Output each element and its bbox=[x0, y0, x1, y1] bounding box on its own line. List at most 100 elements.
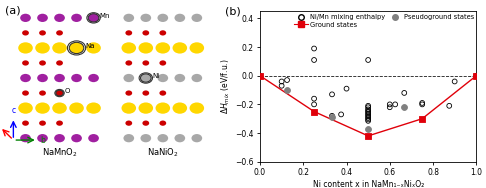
Circle shape bbox=[140, 14, 151, 22]
Circle shape bbox=[125, 121, 132, 126]
Point bbox=[364, 114, 372, 117]
Point bbox=[278, 80, 286, 83]
Point bbox=[364, 109, 372, 112]
Circle shape bbox=[157, 134, 168, 142]
Circle shape bbox=[190, 102, 204, 114]
Circle shape bbox=[71, 14, 82, 22]
Point bbox=[364, 112, 372, 115]
Point bbox=[364, 119, 372, 122]
Point bbox=[445, 104, 453, 107]
Circle shape bbox=[157, 74, 168, 82]
Circle shape bbox=[125, 30, 132, 36]
Circle shape bbox=[37, 14, 48, 22]
Circle shape bbox=[159, 121, 166, 126]
Circle shape bbox=[18, 42, 33, 54]
Point bbox=[310, 47, 318, 50]
Circle shape bbox=[142, 90, 149, 96]
Point bbox=[386, 103, 394, 106]
Point bbox=[328, 116, 336, 119]
Circle shape bbox=[18, 102, 33, 114]
Point bbox=[364, 111, 372, 114]
Point bbox=[256, 74, 264, 77]
Circle shape bbox=[56, 30, 63, 36]
Circle shape bbox=[69, 42, 84, 54]
Text: c: c bbox=[11, 106, 16, 115]
Point bbox=[278, 84, 286, 87]
Point bbox=[472, 74, 480, 77]
Circle shape bbox=[20, 134, 31, 142]
Point bbox=[364, 115, 372, 118]
Point bbox=[364, 106, 372, 109]
Point bbox=[364, 117, 372, 120]
Circle shape bbox=[191, 14, 202, 22]
Circle shape bbox=[174, 74, 185, 82]
Point bbox=[328, 93, 336, 96]
Circle shape bbox=[159, 90, 166, 96]
Circle shape bbox=[39, 90, 46, 96]
Circle shape bbox=[139, 102, 153, 114]
Circle shape bbox=[54, 134, 65, 142]
Circle shape bbox=[156, 42, 170, 54]
Circle shape bbox=[22, 121, 29, 126]
Circle shape bbox=[125, 60, 132, 66]
Circle shape bbox=[35, 102, 50, 114]
Circle shape bbox=[71, 134, 82, 142]
Circle shape bbox=[123, 134, 134, 142]
Circle shape bbox=[174, 134, 185, 142]
Circle shape bbox=[191, 74, 202, 82]
Point bbox=[400, 106, 408, 109]
Point bbox=[451, 80, 458, 83]
Circle shape bbox=[159, 30, 166, 36]
Circle shape bbox=[54, 74, 65, 82]
Circle shape bbox=[39, 60, 46, 66]
Circle shape bbox=[52, 42, 67, 54]
Point bbox=[364, 58, 372, 61]
X-axis label: Ni content x in NaMn₁₋ₓNiₓO₂: Ni content x in NaMn₁₋ₓNiₓO₂ bbox=[312, 180, 424, 188]
Circle shape bbox=[35, 42, 50, 54]
Point bbox=[386, 106, 394, 109]
Circle shape bbox=[56, 121, 63, 126]
Circle shape bbox=[54, 14, 65, 22]
Circle shape bbox=[56, 60, 63, 66]
Circle shape bbox=[88, 74, 99, 82]
Text: Mn: Mn bbox=[100, 13, 110, 19]
Circle shape bbox=[174, 14, 185, 22]
Circle shape bbox=[37, 74, 48, 82]
Point bbox=[310, 103, 318, 106]
Point bbox=[418, 117, 426, 120]
Circle shape bbox=[52, 102, 67, 114]
Circle shape bbox=[123, 14, 134, 22]
Circle shape bbox=[139, 42, 153, 54]
Point bbox=[310, 97, 318, 100]
Circle shape bbox=[87, 42, 101, 54]
Point bbox=[472, 74, 480, 77]
Circle shape bbox=[39, 121, 46, 126]
Circle shape bbox=[190, 42, 204, 54]
Circle shape bbox=[39, 30, 46, 36]
Circle shape bbox=[69, 102, 84, 114]
Text: (b): (b) bbox=[226, 7, 241, 17]
Point bbox=[364, 108, 372, 111]
Circle shape bbox=[88, 14, 99, 22]
Point bbox=[364, 104, 372, 107]
Text: O: O bbox=[64, 88, 70, 94]
Circle shape bbox=[88, 134, 99, 142]
Text: b: b bbox=[40, 136, 45, 145]
Circle shape bbox=[88, 14, 99, 22]
Circle shape bbox=[22, 90, 29, 96]
Circle shape bbox=[122, 42, 136, 54]
Point bbox=[283, 89, 291, 92]
Circle shape bbox=[87, 102, 101, 114]
Point bbox=[310, 110, 318, 113]
Point bbox=[418, 102, 426, 105]
Circle shape bbox=[140, 74, 151, 82]
Circle shape bbox=[22, 30, 29, 36]
Point bbox=[256, 74, 264, 77]
Circle shape bbox=[123, 74, 134, 82]
Circle shape bbox=[20, 14, 31, 22]
Circle shape bbox=[56, 90, 63, 96]
Circle shape bbox=[56, 90, 63, 96]
Circle shape bbox=[142, 121, 149, 126]
Circle shape bbox=[159, 60, 166, 66]
Text: NaNiO$_2$: NaNiO$_2$ bbox=[147, 146, 179, 158]
